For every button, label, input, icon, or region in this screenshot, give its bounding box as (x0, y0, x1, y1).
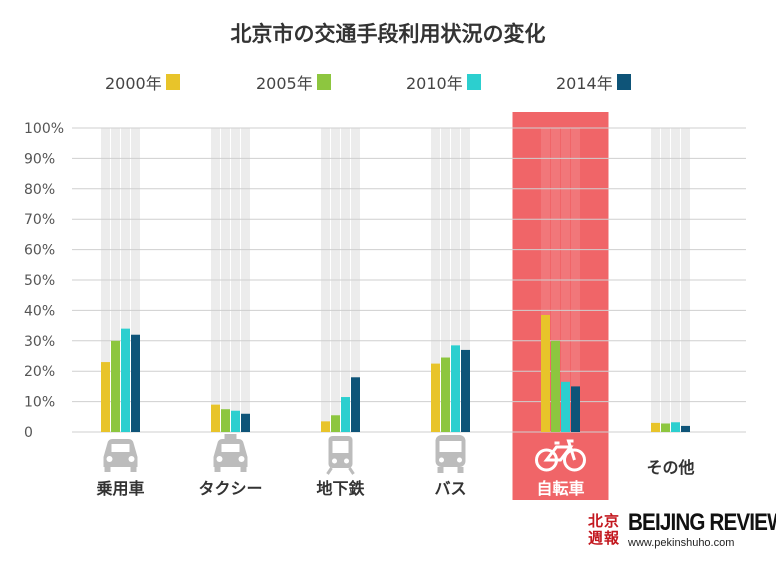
category-label: その他 (646, 458, 694, 477)
logo-url: www.pekinshuho.com (628, 537, 735, 549)
bus-wheel (457, 467, 464, 473)
y-tick-label: 70% (24, 212, 55, 228)
bar (211, 404, 220, 432)
legend-swatch (466, 74, 481, 90)
legend-item: 2000年 (105, 70, 180, 94)
car-wheel (104, 467, 111, 472)
category-label: 地下鉄 (316, 479, 364, 498)
legend-item: 2014年 (556, 70, 631, 94)
bar (571, 386, 580, 432)
legend-swatch (165, 74, 180, 90)
y-tick-label: 0 (24, 425, 33, 441)
y-tick-label: 20% (24, 364, 55, 380)
subway-light (344, 458, 349, 464)
car-wheel (130, 467, 137, 472)
bus-light (457, 457, 462, 463)
car-light (128, 456, 135, 462)
car-body (103, 439, 138, 467)
category-label: 自転車 (536, 479, 584, 498)
taxi-icon (213, 434, 248, 472)
highlight-panel (512, 112, 609, 500)
subway-light (332, 458, 337, 464)
bar (111, 340, 120, 432)
car-window (111, 444, 130, 452)
bar (341, 397, 350, 432)
logo-chinese: 北京週報 (588, 512, 621, 547)
bus-light (439, 457, 444, 463)
bar (651, 422, 660, 432)
taxi-window (221, 444, 240, 452)
legend-swatch (316, 74, 331, 90)
bar (121, 328, 130, 432)
bar (551, 340, 560, 432)
category-label: 乗用車 (96, 479, 144, 498)
bar (461, 349, 470, 432)
legend-label: 2000年 (105, 74, 162, 93)
legend-label: 2014年 (556, 74, 613, 93)
car-light (106, 456, 113, 462)
category-label: バス (434, 479, 466, 498)
legend: 2000年 2005年 2010年 2014年 (0, 70, 776, 94)
legend-item: 2010年 (406, 70, 481, 94)
bus-icon (435, 435, 466, 473)
bar (441, 357, 450, 432)
bar (661, 423, 670, 432)
y-tick-label: 90% (24, 151, 55, 167)
car-icon (103, 439, 138, 472)
logo-english: BEIJING REVIEW (628, 509, 776, 536)
taxi-sign (224, 434, 237, 439)
bus-wheel (437, 467, 444, 473)
taxi-light (238, 456, 245, 462)
subway-legs (326, 467, 355, 475)
taxi-body (213, 439, 248, 467)
bar (131, 334, 140, 432)
bar (221, 409, 230, 432)
bus-window (439, 441, 462, 452)
taxi-light (216, 456, 223, 462)
legend-swatch (616, 74, 631, 90)
chart-title: 北京市の交通手段利用状況の変化 (230, 22, 546, 46)
bar (671, 422, 680, 432)
legend-item: 2005年 (256, 70, 331, 94)
bar (321, 421, 330, 432)
y-tick-label: 60% (24, 243, 55, 259)
bar (101, 362, 110, 432)
bar (451, 345, 460, 432)
bicycle-wheel (563, 448, 586, 472)
bar (331, 415, 340, 432)
bar (431, 363, 440, 432)
taxi-wheel (214, 467, 221, 472)
y-tick-label: 30% (24, 334, 55, 350)
subway-icon (326, 436, 355, 475)
taxi-wheel (240, 467, 247, 472)
bar (231, 410, 240, 432)
y-tick-label: 10% (24, 395, 55, 411)
bicycle-icon (535, 439, 586, 472)
category-label: タクシー (198, 479, 262, 498)
legend-label: 2010年 (406, 74, 463, 93)
y-tick-label: 40% (24, 303, 55, 319)
bar (351, 377, 360, 432)
y-tick-label: 100% (24, 121, 64, 137)
bar (241, 413, 250, 432)
y-tick-label: 80% (24, 182, 55, 198)
bicycle-frame (543, 439, 576, 462)
legend-label: 2005年 (256, 74, 313, 93)
bar (561, 381, 570, 432)
y-tick-label: 50% (24, 273, 55, 289)
beijing-review-logo: 北京週報 BEIJING REVIEW www.pekinshuho.com (588, 509, 776, 551)
bar (681, 425, 690, 432)
subway-window (332, 441, 349, 453)
bar (541, 314, 550, 432)
